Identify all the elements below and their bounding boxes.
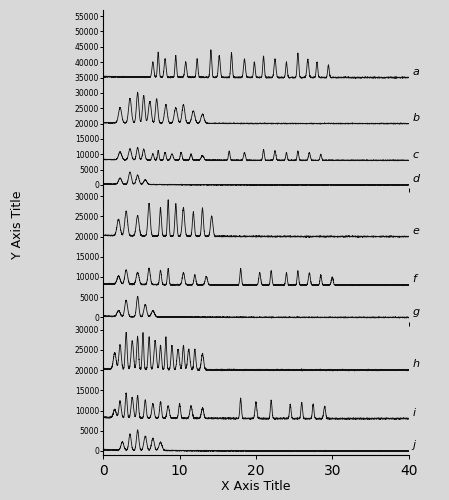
Text: i: i [413,408,415,418]
Text: j: j [413,440,415,450]
Text: d: d [413,174,419,184]
Text: c: c [413,150,418,160]
Text: e: e [413,226,419,235]
Text: b: b [413,113,419,123]
Text: X Axis Title: X Axis Title [221,480,291,492]
Text: g: g [413,306,419,316]
Text: h: h [413,359,419,369]
Text: f: f [413,274,416,284]
Text: Y Axis Title: Y Axis Title [12,190,24,259]
Text: a: a [413,67,419,77]
